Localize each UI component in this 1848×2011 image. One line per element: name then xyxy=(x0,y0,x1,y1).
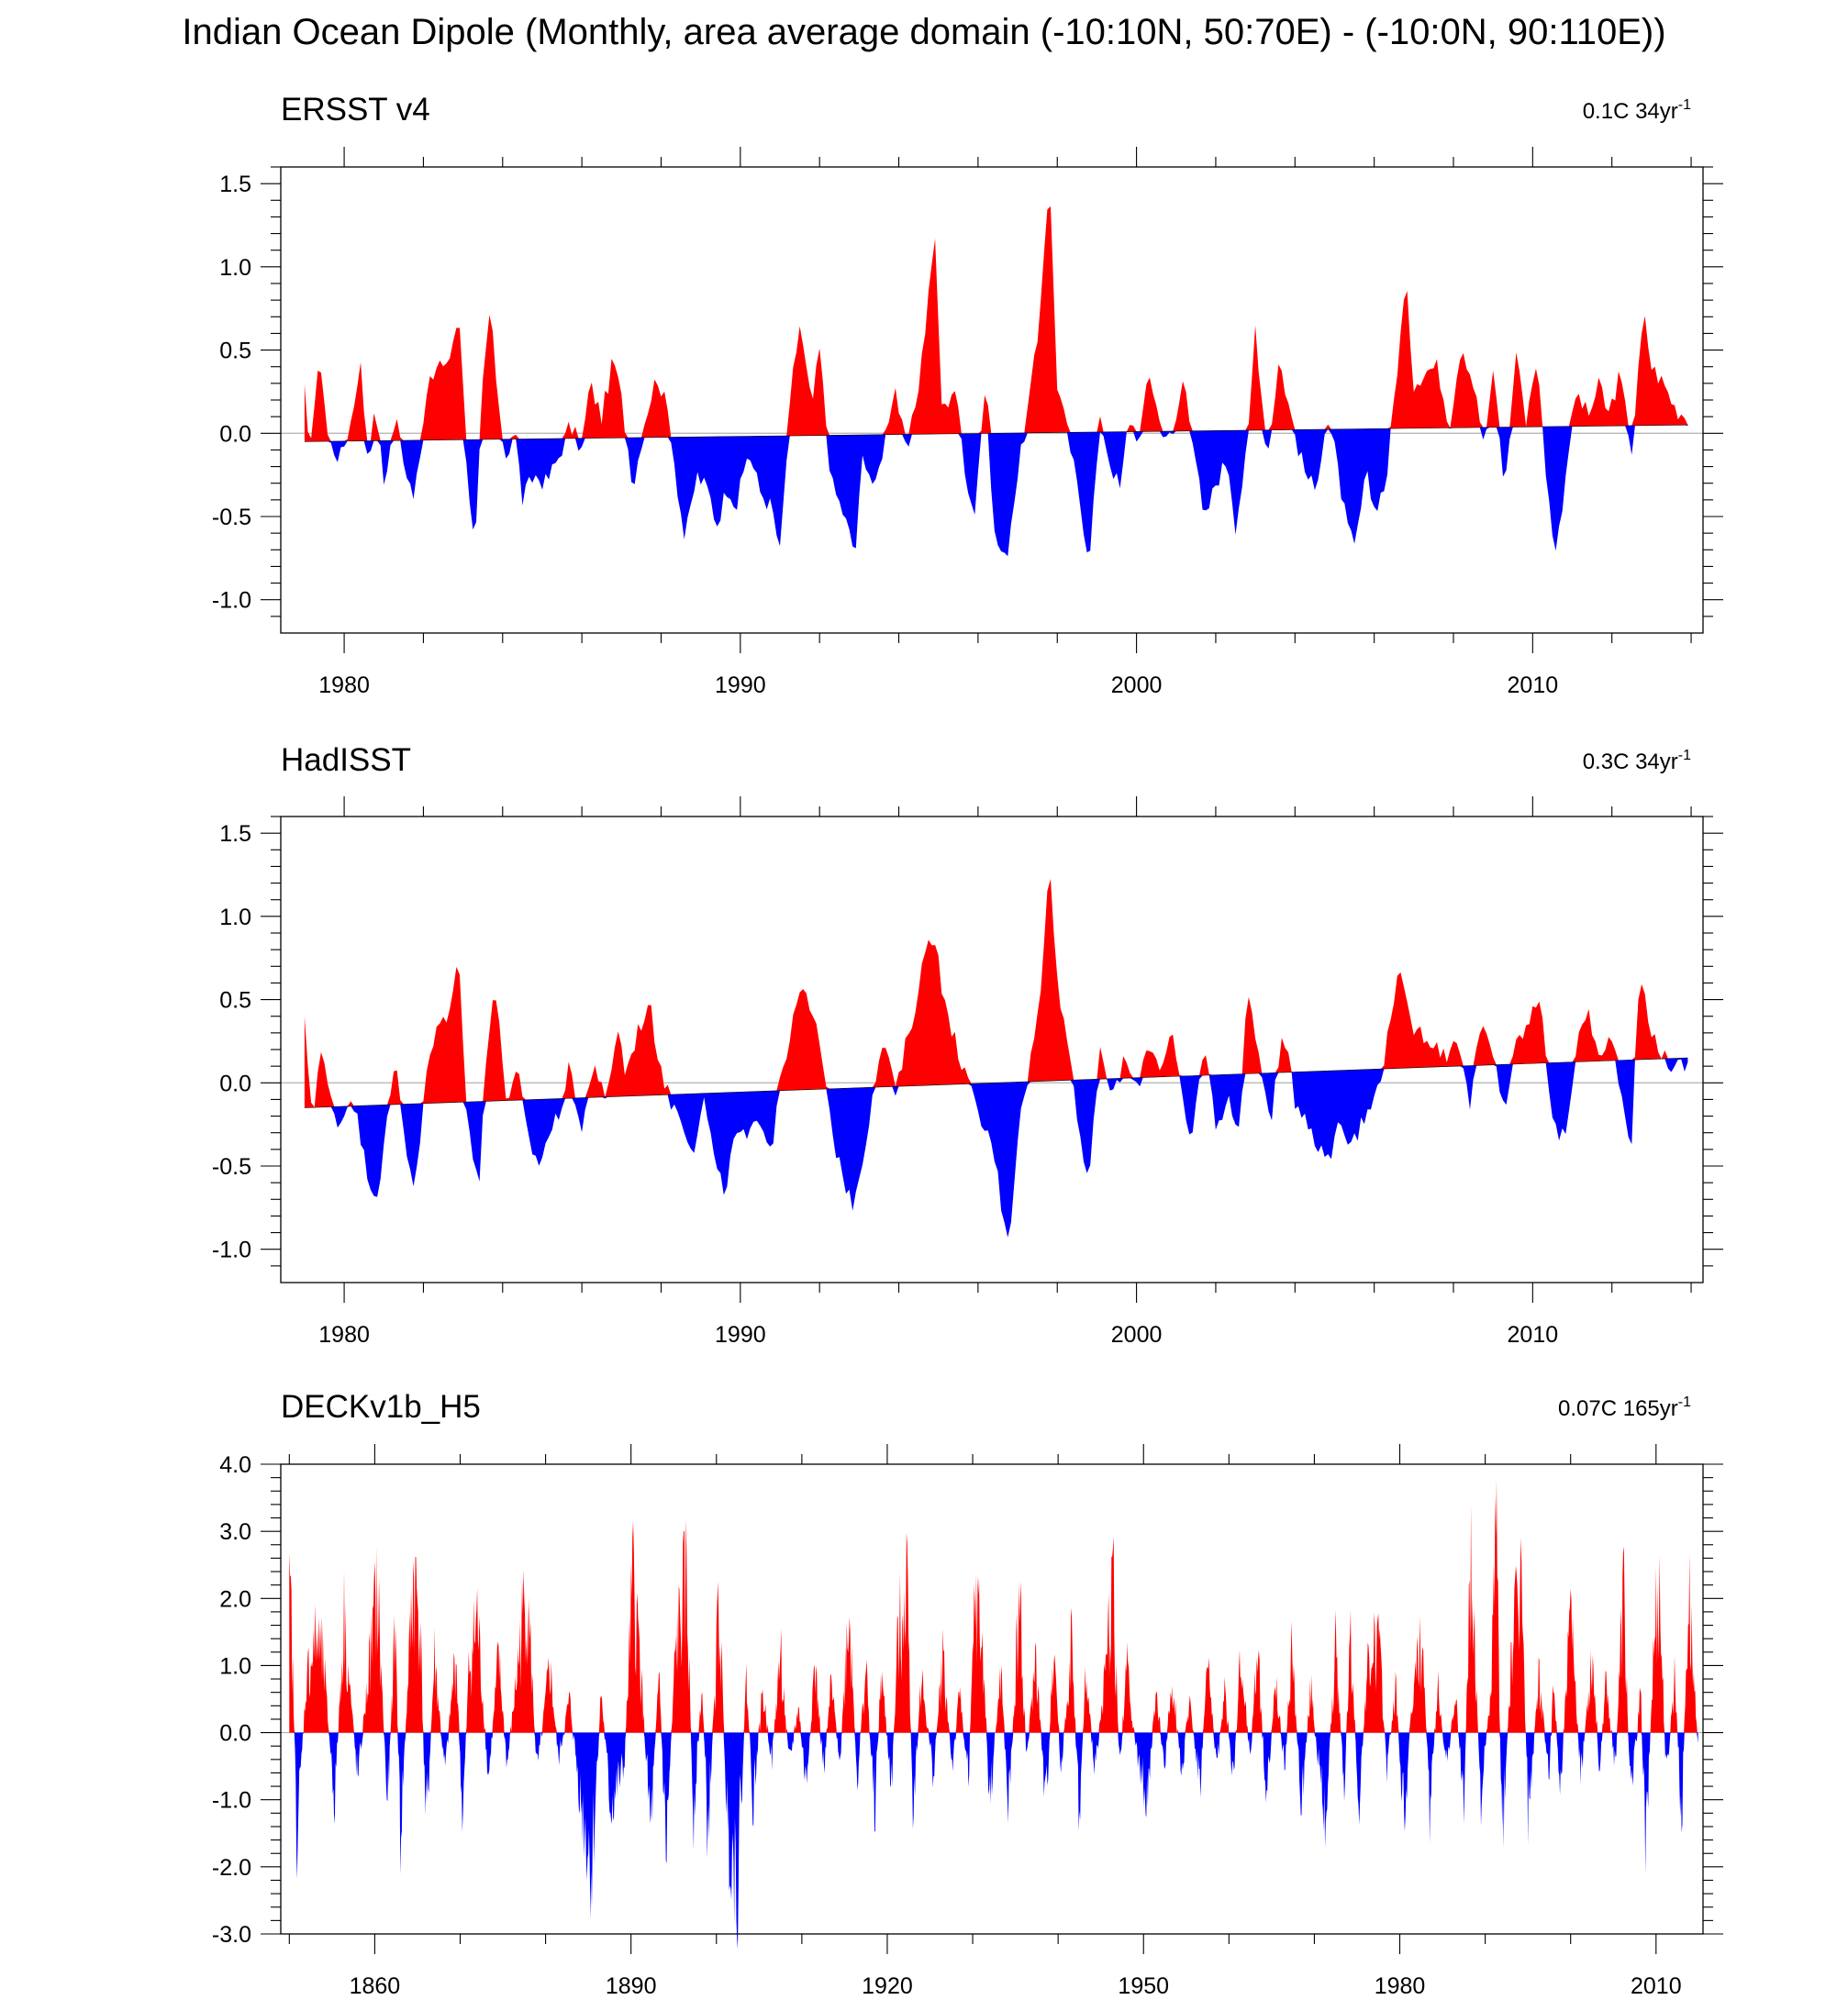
x-tick-label: 1990 xyxy=(715,672,766,698)
x-tick-label: 1950 xyxy=(1118,1973,1169,1999)
plot-frame xyxy=(280,1463,1704,1935)
y-tick-label: 1.0 xyxy=(219,1653,251,1679)
y-tick-label: -2.0 xyxy=(212,1855,251,1881)
y-tick-label: 1.5 xyxy=(219,172,251,197)
x-tick-label: 2000 xyxy=(1111,1322,1163,1348)
panel-title: DECKv1b_H5 xyxy=(281,1389,481,1425)
x-tick-label: 1890 xyxy=(606,1973,657,1999)
y-tick-label: -1.0 xyxy=(212,1238,251,1263)
negative-anomaly-area xyxy=(289,1732,1698,1950)
trend-value: 0.3C 34yr xyxy=(1583,750,1678,774)
trend-exponent: -1 xyxy=(1678,1394,1691,1410)
x-tick-label: 1920 xyxy=(862,1973,913,1999)
y-tick-label: 1.0 xyxy=(219,905,251,930)
trend-label: 0.07C 165yr-1 xyxy=(1558,1394,1691,1421)
y-tick-label: 1.0 xyxy=(219,255,251,281)
y-tick-label: 2.0 xyxy=(219,1586,251,1612)
panel-ersst: ERSST v4 0.1C 34yr-1 1.5 1.0 0.5 0.0 -0.5 -1.… xyxy=(212,92,1723,698)
trend-exponent: -1 xyxy=(1678,97,1691,113)
y-tick-label: -3.0 xyxy=(212,1922,251,1948)
y-tick-label: 3.0 xyxy=(219,1519,251,1545)
y-tick-label: -1.0 xyxy=(212,1788,251,1814)
y-tick-label: 0.5 xyxy=(219,339,251,364)
trend-value: 0.1C 34yr xyxy=(1583,99,1678,124)
panel-title: ERSST v4 xyxy=(281,92,430,128)
x-tick-label: 2010 xyxy=(1508,1322,1559,1348)
x-tick-label: 2010 xyxy=(1631,1973,1682,1999)
trend-value: 0.07C 165yr xyxy=(1558,1396,1678,1421)
y-tick-label: -0.5 xyxy=(212,1154,251,1180)
x-tick-label: 1980 xyxy=(318,1322,370,1348)
panel-deck: DECKv1b_H5 0.07C 165yr-1 4.0 3.0 2.0 1.0 0.0… xyxy=(212,1389,1723,1999)
y-tick-label: -1.0 xyxy=(212,588,251,614)
positive-anomaly-area xyxy=(304,879,1688,1108)
y-tick-label: 0.5 xyxy=(219,988,251,1014)
x-tick-label: 2000 xyxy=(1111,672,1163,698)
panel-hadisst: HadISST 0.3C 34yr-1 1.5 1.0 0.5 0.0 -0.5 -1.0… xyxy=(212,742,1723,1348)
y-tick-label: 0.0 xyxy=(219,421,251,447)
trend-line xyxy=(304,424,1688,442)
positive-anomaly-area xyxy=(289,1480,1698,1733)
negative-anomaly-area xyxy=(304,425,1688,557)
x-tick-label: 1990 xyxy=(715,1322,766,1348)
x-tick-label: 2010 xyxy=(1508,672,1559,698)
y-tick-label: -0.5 xyxy=(212,505,251,530)
x-tick-label: 1860 xyxy=(350,1973,401,1999)
trend-exponent: -1 xyxy=(1678,748,1691,763)
trend-label: 0.3C 34yr-1 xyxy=(1583,748,1691,774)
panel-title: HadISST xyxy=(281,742,411,778)
y-tick-label: 0.0 xyxy=(219,1071,251,1096)
negative-anomaly-area xyxy=(304,1058,1688,1238)
trend-label: 0.1C 34yr-1 xyxy=(1583,97,1691,124)
trend-line xyxy=(304,1057,1688,1108)
y-tick-label: 4.0 xyxy=(219,1452,251,1478)
figure-title: Indian Ocean Dipole (Monthly, area avera… xyxy=(182,12,1665,52)
x-tick-label: 1980 xyxy=(1375,1973,1426,1999)
y-tick-label: 1.5 xyxy=(219,821,251,847)
x-tick-label: 1980 xyxy=(318,672,370,698)
positive-anomaly-area xyxy=(304,206,1688,442)
y-tick-label: 0.0 xyxy=(219,1721,251,1747)
